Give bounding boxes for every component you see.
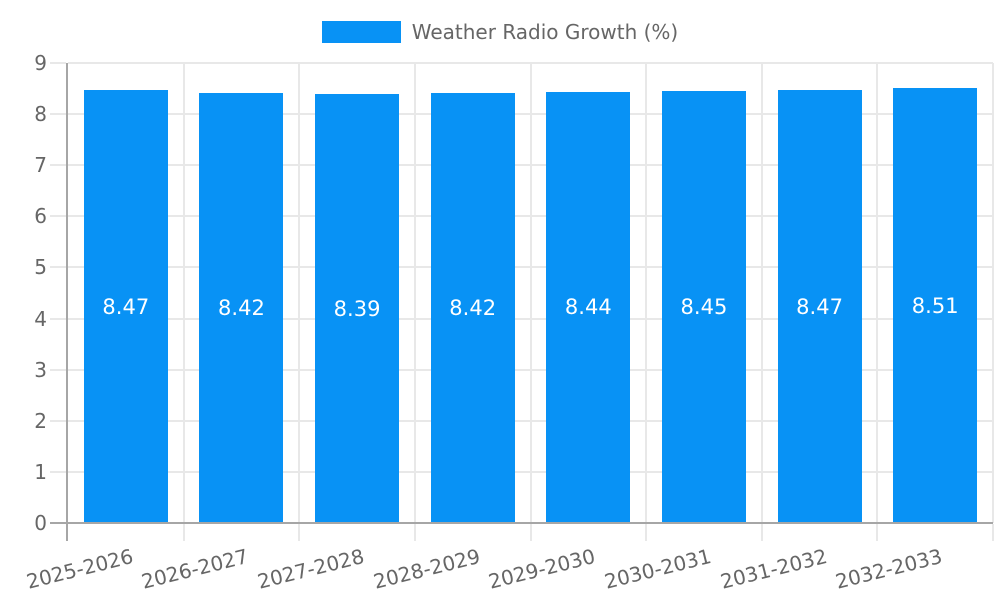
- y-axis-tick: [50, 317, 66, 320]
- y-axis-label: 9: [34, 51, 47, 75]
- x-axis-tick: [298, 524, 301, 541]
- bar[interactable]: [199, 92, 284, 523]
- bar[interactable]: [661, 91, 746, 523]
- y-axis-label: 0: [34, 511, 47, 535]
- x-axis-line: [50, 522, 993, 524]
- y-axis-label: 2: [34, 408, 47, 433]
- x-axis-label: 2030-2031: [601, 544, 714, 594]
- v-gridline: [529, 63, 532, 523]
- x-axis-tick: [413, 524, 416, 541]
- y-axis-line: [66, 63, 68, 541]
- x-axis-tick: [992, 524, 994, 541]
- y-axis-tick: [50, 266, 66, 269]
- x-axis-tick: [876, 524, 879, 541]
- y-axis-label: 7: [34, 153, 47, 178]
- y-axis-tick: [50, 368, 66, 371]
- bar[interactable]: [430, 92, 515, 523]
- legend-swatch: [321, 21, 401, 43]
- x-axis-tick: [182, 524, 185, 541]
- bar-value-label: 8.42: [218, 295, 265, 320]
- y-axis-label: 1: [34, 459, 47, 484]
- v-gridline: [298, 63, 301, 523]
- bar[interactable]: [893, 88, 978, 523]
- x-axis-label: 2027-2028: [255, 544, 367, 594]
- bar-value-label: 8.39: [333, 296, 381, 321]
- y-axis-tick: [50, 164, 66, 167]
- y-axis-tick: [50, 113, 66, 116]
- bar-value-label: 8.45: [680, 295, 728, 320]
- y-axis-tick: [50, 62, 66, 64]
- bar-value-label: 8.51: [911, 293, 959, 318]
- y-axis-label: 8: [34, 102, 47, 127]
- x-axis-label: 2029-2030: [486, 544, 598, 594]
- x-axis-label: 2032-2033: [833, 544, 945, 594]
- legend-label: Weather Radio Growth (%): [411, 20, 679, 44]
- v-gridline: [992, 63, 994, 523]
- x-axis-label: 2025-2026: [23, 544, 136, 594]
- bar-value-label: 8.47: [796, 294, 843, 319]
- x-axis-tick: [645, 524, 648, 541]
- y-axis-tick: [50, 470, 66, 473]
- y-axis-tick: [50, 419, 66, 422]
- bar[interactable]: [83, 90, 168, 523]
- x-axis-label: 2028-2029: [370, 544, 483, 594]
- bar[interactable]: [315, 94, 400, 523]
- x-axis-label: 2031-2032: [717, 544, 830, 594]
- y-axis-label: 4: [34, 306, 47, 331]
- bar[interactable]: [546, 91, 631, 523]
- v-gridline: [876, 63, 879, 523]
- y-axis-label: 5: [34, 255, 47, 280]
- v-gridline: [413, 63, 416, 523]
- v-gridline: [182, 63, 185, 523]
- chart-legend[interactable]: Weather Radio Growth (%): [0, 20, 1000, 44]
- x-axis-tick: [760, 524, 763, 541]
- y-axis-label: 3: [34, 357, 47, 382]
- x-axis-tick: [529, 524, 532, 541]
- v-gridline: [645, 63, 648, 523]
- bar-value-label: 8.44: [564, 295, 612, 320]
- bar[interactable]: [777, 90, 862, 523]
- bar-value-label: 8.42: [449, 295, 497, 320]
- y-axis-label: 6: [34, 204, 47, 229]
- y-axis-tick: [50, 215, 66, 218]
- v-gridline: [760, 63, 763, 523]
- bar-value-label: 8.47: [102, 294, 150, 319]
- x-axis-label: 2026-2027: [139, 544, 252, 594]
